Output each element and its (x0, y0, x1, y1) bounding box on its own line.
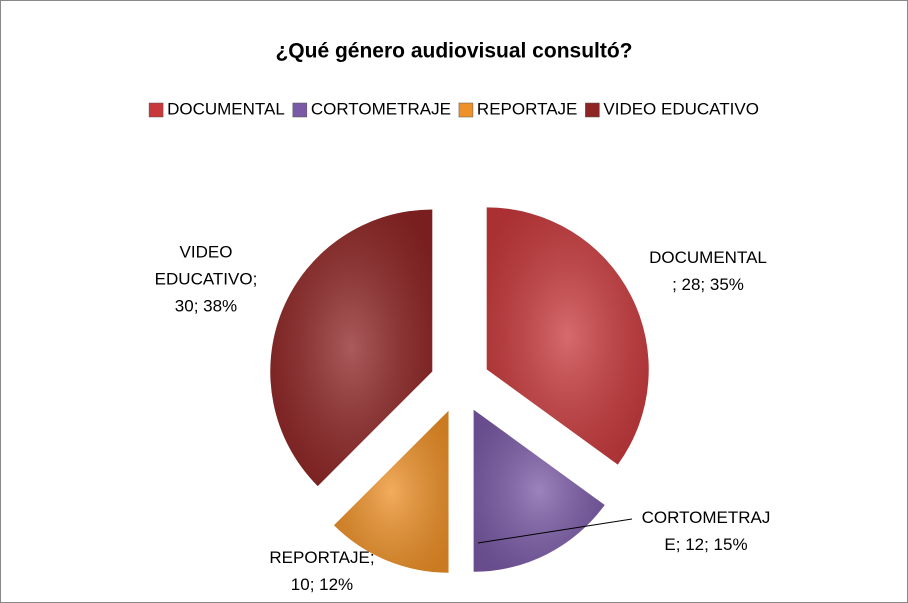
data-label: 10; 12% (291, 575, 353, 594)
legend-item: DOCUMENTAL (148, 99, 285, 118)
legend-item: VIDEO EDUCATIVO (585, 99, 759, 118)
slice-shade (270, 209, 433, 487)
data-label: REPORTAJE; (269, 548, 374, 567)
data-label: CORTOMETRAJ (642, 508, 771, 527)
legend-swatch (148, 102, 164, 118)
legend-swatch (585, 102, 600, 118)
pie: DOCUMENTAL ; 28; 35% CORTOMETRAJ E; 12; 15%… (155, 207, 771, 594)
slice-shade (486, 207, 649, 465)
legend-item: CORTOMETRAJE (292, 99, 451, 118)
data-label: 30; 38% (175, 296, 237, 315)
legend-label: VIDEO EDUCATIVO (603, 99, 759, 118)
slice-shade (333, 410, 449, 573)
legend-label: CORTOMETRAJE (311, 99, 451, 118)
data-label: ; 28; 35% (672, 275, 744, 294)
legend-label: REPORTAJE (477, 99, 577, 118)
chart-title: ¿Qué género audiovisual consultó? (275, 40, 632, 63)
legend-swatch (458, 102, 474, 118)
data-label: DOCUMENTAL (649, 248, 767, 267)
leader-line (477, 518, 633, 544)
legend-label: DOCUMENTAL (167, 99, 285, 118)
data-label: E; 12; 15% (664, 535, 747, 554)
data-label: EDUCATIVO; (155, 269, 258, 288)
legend-swatch (292, 102, 308, 118)
slice-shade (473, 409, 605, 572)
legend-item: REPORTAJE (458, 99, 577, 118)
data-label: VIDEO (180, 242, 233, 261)
legend: DOCUMENTAL CORTOMETRAJE REPORTAJE VIDEO EDU… (148, 99, 759, 118)
